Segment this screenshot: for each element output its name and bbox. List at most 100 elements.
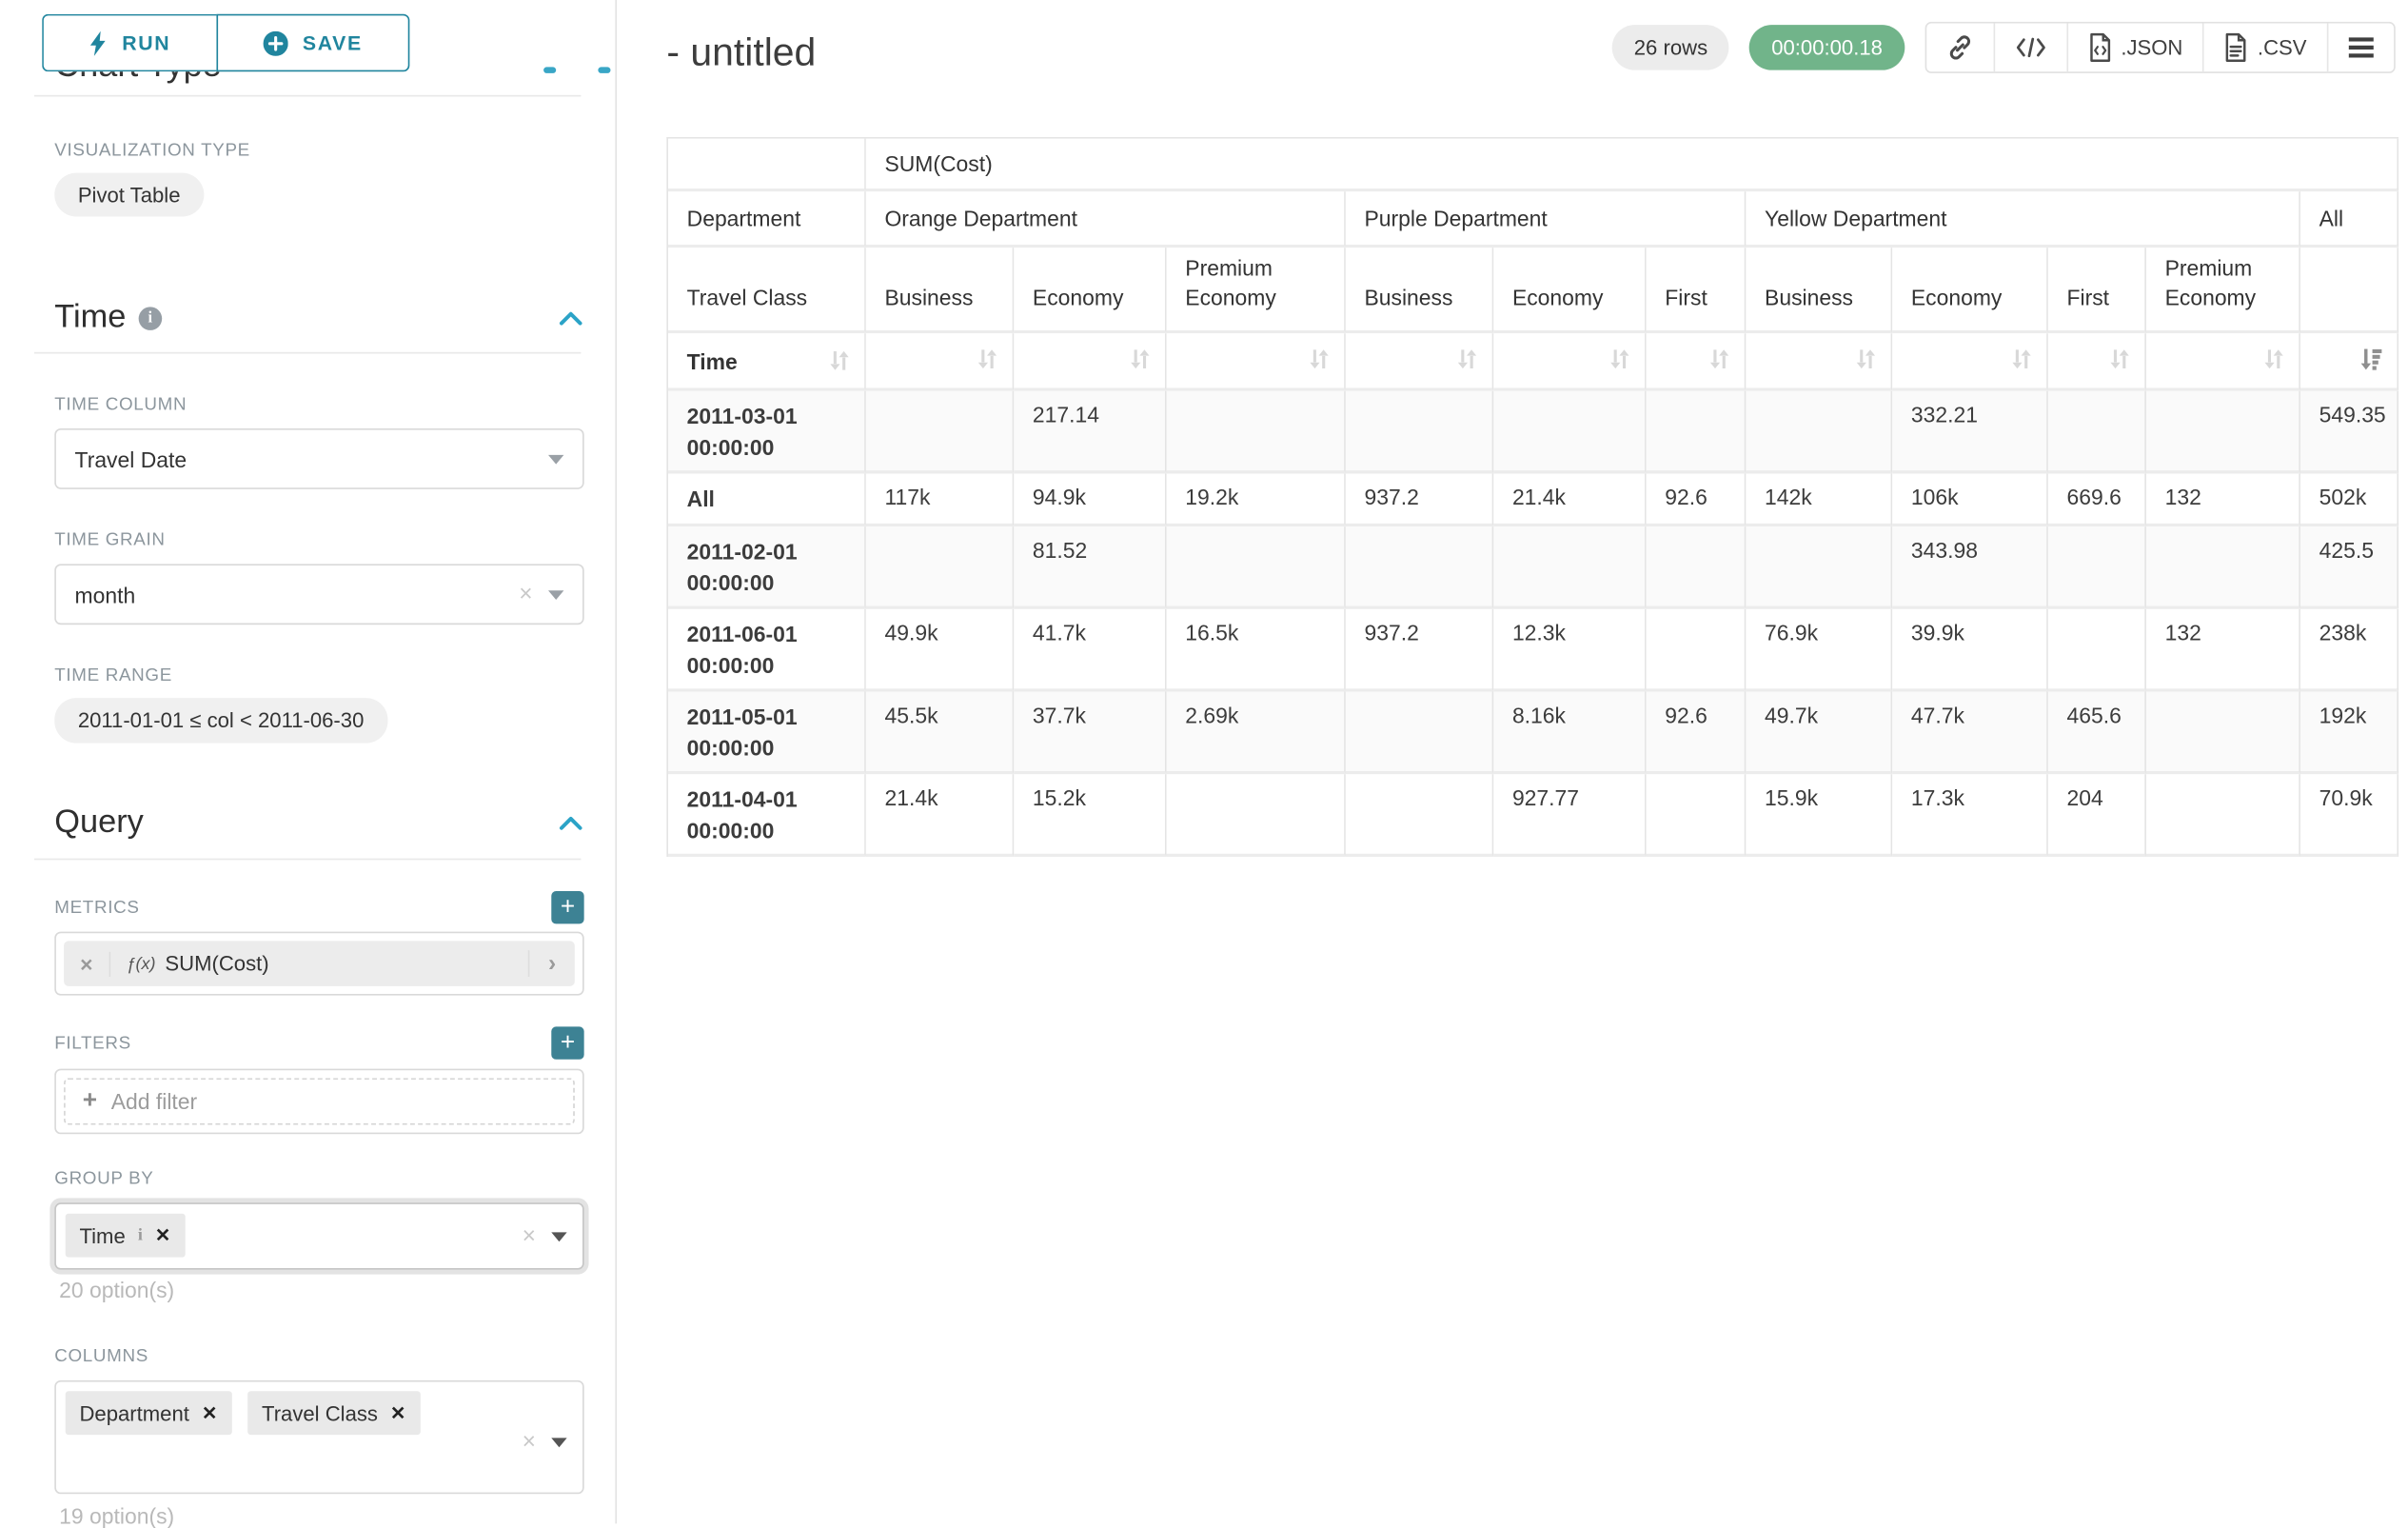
department-header-row: Department Orange Department Purple Depa…	[668, 191, 2398, 248]
caret-down-icon	[551, 1232, 566, 1241]
chevron-right-icon[interactable]: ›	[528, 950, 575, 977]
value-cell	[1746, 391, 1892, 474]
add-metric-button[interactable]: +	[551, 891, 583, 923]
sort-icon[interactable]	[866, 333, 1014, 391]
clear-icon[interactable]: ×	[519, 581, 532, 607]
value-cell: 106k	[1892, 473, 2048, 526]
remove-tag-icon[interactable]: ✕	[390, 1402, 405, 1424]
travel-class-header: Economy	[1014, 248, 1166, 333]
caret-down-icon	[548, 589, 563, 599]
value-cell: 669.6	[2048, 473, 2146, 526]
value-cell: 17.3k	[1892, 774, 2048, 857]
value-cell	[2048, 391, 2146, 474]
clear-icon[interactable]: ×	[523, 1429, 536, 1456]
time-grain-select[interactable]: month ×	[54, 564, 583, 625]
hamburger-menu-icon	[2349, 37, 2374, 57]
add-filter-plus-button[interactable]: +	[551, 1026, 583, 1059]
row-label: 2011-04-01 00:00:00	[668, 774, 866, 857]
columns-tag[interactable]: Department ✕	[66, 1391, 231, 1435]
value-cell: 332.21	[1892, 391, 2048, 474]
sort-icon[interactable]	[2048, 333, 2146, 391]
value-cell: 92.6	[1647, 692, 1747, 775]
sort-icon[interactable]	[1746, 333, 1892, 391]
add-filter-button[interactable]: + Add filter	[64, 1078, 575, 1124]
time-range-label: TIME RANGE	[54, 666, 172, 685]
time-section-header[interactable]: Time i	[54, 299, 582, 336]
sort-icon-active[interactable]	[2300, 333, 2398, 391]
page-title: - untitled	[666, 31, 816, 76]
value-cell: 41.7k	[1014, 609, 1166, 692]
sort-icon[interactable]	[2146, 333, 2300, 391]
metric-header: SUM(Cost)	[866, 139, 2398, 192]
export-json-button[interactable]: .JSON	[2068, 24, 2205, 72]
sort-icon[interactable]	[829, 349, 856, 373]
travel-class-header: Economy	[1493, 248, 1646, 333]
group-by-tag[interactable]: Time i ✕	[66, 1214, 185, 1258]
remove-tag-icon[interactable]: ✕	[155, 1224, 170, 1246]
save-button[interactable]: SAVE	[216, 14, 409, 72]
value-cell: 502k	[2300, 473, 2398, 526]
value-cell	[1346, 526, 1493, 609]
sort-icon[interactable]	[1167, 333, 1346, 391]
value-cell	[1167, 526, 1346, 609]
value-cell: 204	[2048, 774, 2146, 857]
caret-down-icon	[548, 454, 563, 464]
export-csv-button[interactable]: .CSV	[2204, 24, 2328, 72]
value-cell: 21.4k	[866, 774, 1014, 857]
chevron-down-icon[interactable]	[543, 67, 556, 73]
file-text-icon	[2225, 32, 2249, 62]
time-section-title: Time	[54, 299, 126, 336]
value-cell: 15.2k	[1014, 774, 1166, 857]
travel-class-header-row: Travel Class BusinessEconomyPremium Econ…	[668, 248, 2398, 333]
sort-icon[interactable]	[1346, 333, 1493, 391]
divider	[34, 95, 581, 97]
table-row: 2011-05-01 00:00:0045.5k37.7k2.69k8.16k9…	[668, 692, 2398, 775]
table-row: 2011-02-01 00:00:0081.52343.98425.5	[668, 526, 2398, 609]
control-panel: Chart Type RUN SAVE VISUALIZATION TYPE P…	[0, 0, 617, 1523]
value-cell	[2048, 609, 2146, 692]
value-cell: 47.7k	[1892, 692, 2048, 775]
time-range-pill[interactable]: 2011-01-01 ≤ col < 2011-06-30	[54, 698, 387, 743]
columns-tag[interactable]: Travel Class ✕	[247, 1391, 420, 1435]
value-cell: 2.69k	[1167, 692, 1346, 775]
value-cell: 937.2	[1346, 609, 1493, 692]
info-icon: i	[138, 1226, 143, 1245]
view-query-button[interactable]	[1995, 24, 2068, 72]
chevron-down-icon[interactable]	[598, 67, 610, 73]
value-cell	[1647, 609, 1747, 692]
sort-icon[interactable]	[1647, 333, 1747, 391]
sort-icon[interactable]	[1014, 333, 1166, 391]
sort-icon[interactable]	[1493, 333, 1646, 391]
query-section-title: Query	[54, 804, 144, 841]
copy-link-button[interactable]	[1926, 24, 1995, 72]
table-row: All117k94.9k19.2k937.221.4k92.6142k106k6…	[668, 473, 2398, 526]
menu-button[interactable]	[2328, 24, 2394, 72]
value-cell	[2146, 692, 2300, 775]
remove-metric-icon[interactable]: ×	[64, 951, 110, 976]
value-cell	[866, 526, 1014, 609]
sort-icon[interactable]	[1892, 333, 2048, 391]
metric-pill[interactable]: × ƒ(x) SUM(Cost) ›	[64, 941, 575, 985]
time-sort-cell[interactable]: Time	[668, 333, 866, 391]
run-button[interactable]: RUN	[42, 14, 216, 72]
value-cell: 15.9k	[1746, 774, 1892, 857]
group-by-select[interactable]: Time i ✕ ×	[54, 1202, 583, 1269]
visualization-type-pill[interactable]: Pivot Table	[54, 173, 204, 217]
clear-icon[interactable]: ×	[523, 1223, 536, 1250]
value-cell: 927.77	[1493, 774, 1646, 857]
remove-tag-icon[interactable]: ✕	[202, 1402, 217, 1424]
time-column-select[interactable]: Travel Date	[54, 428, 583, 489]
department-group-header: Orange Department	[866, 191, 1346, 248]
query-section-header[interactable]: Query	[54, 804, 582, 841]
value-cell: 45.5k	[866, 692, 1014, 775]
value-cell	[1167, 774, 1346, 857]
link-icon	[1946, 34, 1973, 61]
chevron-up-icon[interactable]	[559, 816, 582, 830]
value-cell	[1167, 391, 1346, 474]
columns-select[interactable]: Department ✕ Travel Class ✕ ×	[54, 1380, 583, 1494]
chevron-up-icon[interactable]	[559, 310, 582, 325]
travel-class-header: Business	[1346, 248, 1493, 333]
value-cell: 16.5k	[1167, 609, 1346, 692]
value-cell: 425.5	[2300, 526, 2398, 609]
metrics-label: METRICS	[54, 899, 139, 918]
